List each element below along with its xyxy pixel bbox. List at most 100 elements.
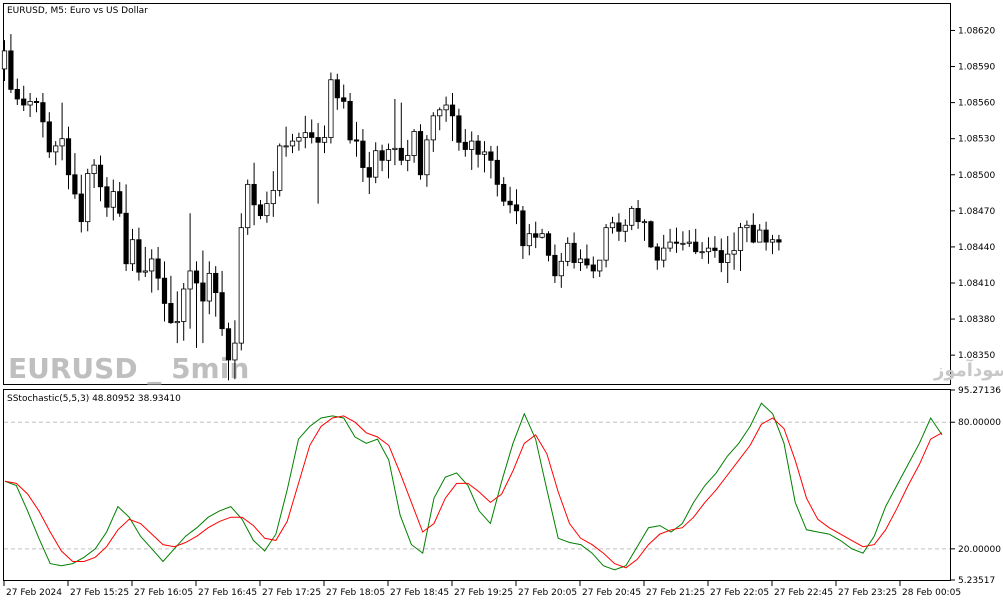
candle (725, 236, 731, 283)
candle (302, 115, 308, 149)
candle-body-bull (110, 191, 116, 208)
price-tick-label: 1.08470 (958, 207, 995, 217)
candle-body-bear (507, 200, 513, 206)
candle (309, 119, 315, 144)
indicator-tick-label: 80.00000 (958, 418, 1001, 428)
candle-body-bear (533, 233, 539, 238)
candle-body-bear (72, 174, 78, 195)
candle (737, 222, 744, 271)
price-tick-label: 1.08410 (958, 279, 995, 289)
candle-body-bull (443, 104, 449, 111)
candle (520, 206, 526, 259)
candle (91, 159, 97, 188)
candle (85, 168, 91, 232)
candle (193, 261, 200, 348)
candle (686, 230, 692, 247)
watermark-right: انتشار در سایت سودآموز (933, 358, 1003, 381)
candle-body-bear (136, 239, 142, 273)
price-axis: 1.08620 1.08590 1.08560 1.08530 1.08500 1.084… (951, 26, 995, 361)
candle (46, 112, 52, 158)
candle (648, 220, 654, 249)
candle-body-bull (424, 139, 430, 176)
candle-body-bear (168, 303, 174, 324)
candle (712, 236, 718, 258)
candle-body-bear (456, 115, 462, 143)
candle-body-bull (661, 247, 667, 261)
price-tick-label: 1.08590 (958, 63, 995, 73)
candle-body-bull (609, 222, 616, 229)
price-tick-label: 1.08380 (958, 315, 995, 325)
candle-body-bull (289, 140, 296, 147)
candle (321, 125, 328, 154)
candle (1, 40, 8, 81)
candle-body-bear (366, 167, 372, 178)
candle-body-bull (558, 260, 564, 277)
candle-body-bear (161, 277, 168, 304)
candle-body-bear (155, 258, 161, 279)
candle-body-bull (603, 227, 609, 261)
candle (776, 234, 782, 251)
candle-body-bear (78, 193, 84, 223)
time-tick-label: 27 Feb 23:25 (838, 588, 897, 598)
indicator-tick-label: 95.27136 (958, 386, 1001, 396)
candle (597, 259, 603, 277)
candle-body-bull (699, 251, 705, 254)
candle (507, 186, 513, 214)
candle (181, 282, 187, 341)
candle-body-bear (8, 50, 14, 90)
candle-body-bear (193, 270, 200, 284)
candle (565, 237, 571, 267)
candle-body-bear (520, 210, 526, 247)
candle-body-bear (590, 264, 596, 272)
candle (750, 213, 756, 244)
time-axis: 27 Feb 2024 27 Feb 15:25 27 Feb 16:05 27 Fe… (3, 581, 961, 598)
candle-body-bull (149, 258, 155, 272)
candle (289, 133, 296, 154)
candle (699, 242, 705, 259)
candle-body-bear (123, 212, 129, 265)
candle (616, 213, 622, 241)
candle-body-bear (494, 159, 500, 185)
candle-body-bull (321, 137, 328, 143)
candle (494, 145, 500, 197)
candle-body-bear (213, 272, 219, 294)
candle (129, 228, 136, 271)
candle-body-bull (705, 247, 712, 253)
candle (277, 143, 283, 197)
candle-body-bull (731, 250, 737, 255)
candle (577, 249, 584, 271)
candle (78, 174, 84, 233)
time-tick-label: 27 Feb 16:45 (198, 588, 257, 598)
candle (641, 219, 648, 241)
candle (142, 246, 148, 277)
candle (174, 291, 180, 344)
candle (757, 224, 763, 243)
candle-body-bull (622, 224, 628, 232)
candle (584, 244, 590, 269)
candle-body-bull (577, 258, 584, 263)
candle (424, 135, 430, 187)
candle-body-bear (488, 151, 494, 161)
price-tick-label: 1.08560 (958, 99, 995, 109)
candle (398, 102, 404, 166)
candle (667, 228, 673, 252)
candle (53, 141, 59, 166)
candle-body-bear (462, 141, 468, 150)
candle-body-bull (526, 233, 532, 247)
candle-body-bull (270, 189, 276, 205)
candle-body-bear (347, 101, 353, 141)
candle-body-bear (545, 233, 552, 256)
candle (213, 266, 219, 317)
time-tick-label: 27 Feb 2024 (6, 588, 62, 598)
candle-body-bull (91, 164, 97, 174)
indicator-panel-frame (3, 389, 951, 581)
candle (110, 179, 116, 221)
candle-body-bear (635, 208, 641, 223)
candle-body-bear (718, 250, 724, 263)
time-tick-label: 27 Feb 20:05 (518, 588, 577, 598)
candle (219, 270, 225, 336)
candle-body-bear (501, 183, 507, 202)
candle (33, 97, 40, 113)
